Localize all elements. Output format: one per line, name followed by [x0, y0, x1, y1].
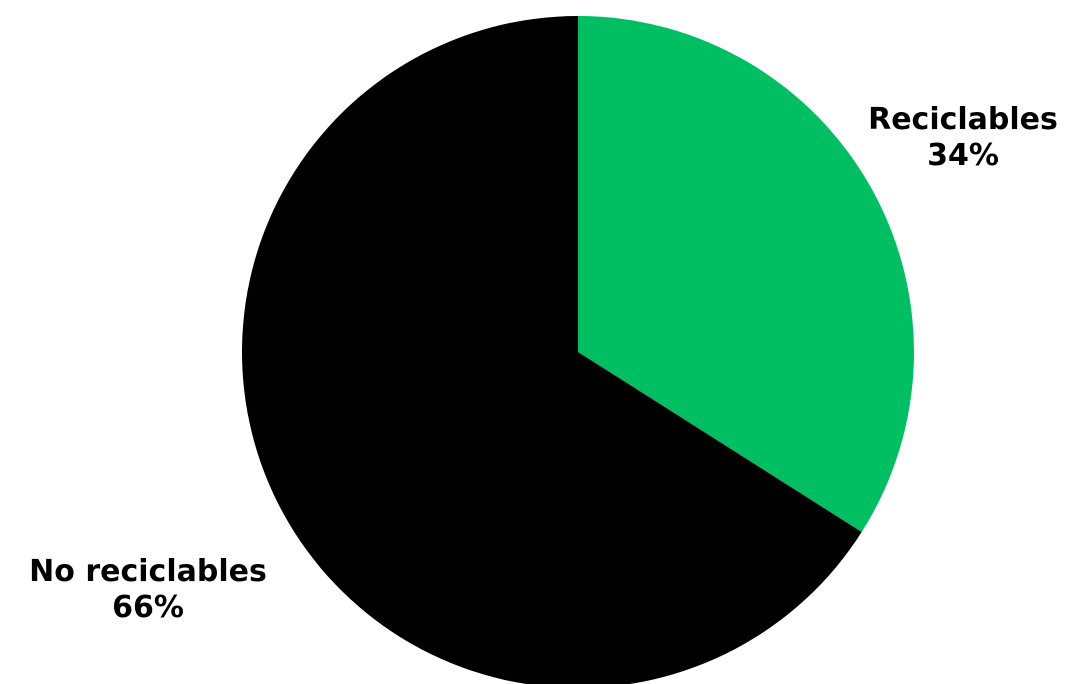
slice-category-label: Reciclables — [868, 102, 1058, 137]
pie-slice-no-reciclables — [242, 16, 862, 684]
slice-label-reciclables: Reciclables 34% — [858, 102, 1068, 174]
slice-category-label: No reciclables — [29, 554, 267, 589]
slice-value-label: 34% — [927, 138, 999, 173]
slice-value-label: 66% — [112, 590, 184, 625]
pie-slice-reciclables — [578, 16, 914, 533]
slice-label-no-reciclables: No reciclables 66% — [8, 554, 288, 626]
